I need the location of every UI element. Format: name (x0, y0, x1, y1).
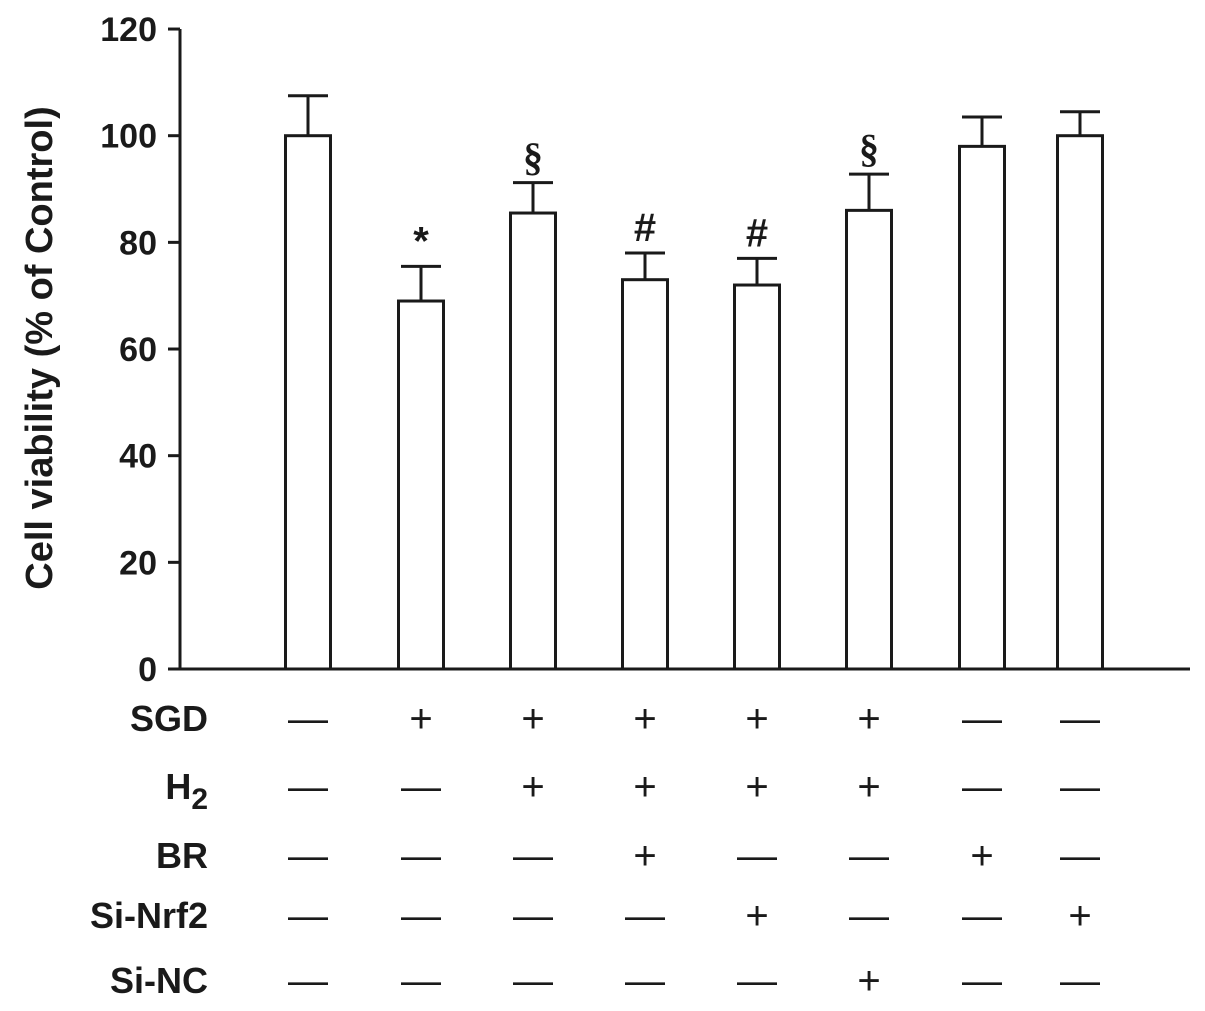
y-tick-label: 40 (119, 438, 157, 476)
condition-symbol: + (857, 765, 880, 809)
bar (733, 283, 781, 671)
condition-table: SGD — + + + + + — — H2 — — + + + + — — BR — — — + — — + — Si-Nrf2 — —… (90, 697, 1100, 1003)
condition-symbol: + (1068, 894, 1091, 938)
condition-symbol: + (857, 697, 880, 741)
bar (845, 208, 893, 671)
y-tick-label: 100 (100, 118, 157, 156)
condition-symbol: — (962, 959, 1002, 1003)
condition-symbol: + (409, 697, 432, 741)
condition-symbol: + (745, 894, 768, 938)
condition-symbol: — (513, 959, 553, 1003)
condition-label-text: SGD (130, 698, 208, 739)
condition-symbol: — (1060, 959, 1100, 1003)
condition-symbol: — (288, 834, 328, 878)
y-tick-label: 120 (100, 11, 157, 49)
condition-label: Si-NC (110, 960, 208, 1001)
condition-symbol: — (1060, 765, 1100, 809)
condition-label: SGD (130, 698, 208, 739)
y-ticks: 0 20 40 60 80 100 120 (100, 11, 180, 689)
significance-marker: § (859, 126, 879, 171)
condition-symbol: + (633, 697, 656, 741)
bar (958, 144, 1006, 671)
condition-label-text: Si-Nrf2 (90, 895, 208, 936)
condition-symbol: — (401, 765, 441, 809)
condition-symbol: — (849, 834, 889, 878)
bar (1056, 134, 1104, 671)
y-tick-label: 60 (119, 331, 157, 369)
condition-symbol: — (737, 834, 777, 878)
condition-symbol: — (513, 834, 553, 878)
condition-symbol: — (1060, 697, 1100, 741)
bar (284, 134, 332, 671)
bar (509, 211, 557, 671)
y-tick-label: 80 (119, 224, 157, 262)
condition-symbol: — (962, 894, 1002, 938)
condition-symbol: — (288, 697, 328, 741)
condition-symbol: — (401, 894, 441, 938)
condition-label: Si-Nrf2 (90, 895, 208, 936)
condition-symbol: — (849, 894, 889, 938)
condition-symbol: + (745, 765, 768, 809)
significance-marker: * (413, 219, 429, 263)
condition-label-text: H (165, 766, 191, 807)
condition-symbol: — (1060, 834, 1100, 878)
condition-label-text: BR (156, 835, 208, 876)
significance-marker: # (634, 206, 656, 250)
condition-symbol: — (625, 894, 665, 938)
condition-symbol: — (288, 894, 328, 938)
condition-label-subscript: 2 (191, 783, 208, 816)
y-tick-label: 0 (138, 651, 157, 689)
condition-symbol: + (521, 765, 544, 809)
bar (621, 278, 669, 671)
condition-symbol: + (521, 697, 544, 741)
bars: * § # # § (284, 94, 1104, 671)
condition-symbol: — (288, 765, 328, 809)
condition-symbol: — (625, 959, 665, 1003)
condition-label: BR (156, 835, 208, 876)
condition-symbol: + (970, 834, 993, 878)
condition-symbol: — (737, 959, 777, 1003)
condition-symbol: + (633, 765, 656, 809)
condition-symbol: — (962, 765, 1002, 809)
bar (397, 299, 445, 671)
condition-label-text: Si-NC (110, 960, 208, 1001)
condition-symbol: + (857, 959, 880, 1003)
condition-symbol: — (962, 697, 1002, 741)
condition-label: H2 (165, 766, 208, 816)
condition-symbol: + (633, 834, 656, 878)
significance-marker: # (746, 211, 768, 255)
condition-symbol: + (745, 697, 768, 741)
y-tick-label: 20 (119, 544, 157, 582)
condition-symbol: — (513, 894, 553, 938)
condition-symbol: — (401, 959, 441, 1003)
condition-symbol: — (401, 834, 441, 878)
y-axis-label: Cell viability (% of Control) (19, 106, 61, 589)
significance-marker: § (523, 135, 543, 180)
condition-symbol: — (288, 959, 328, 1003)
